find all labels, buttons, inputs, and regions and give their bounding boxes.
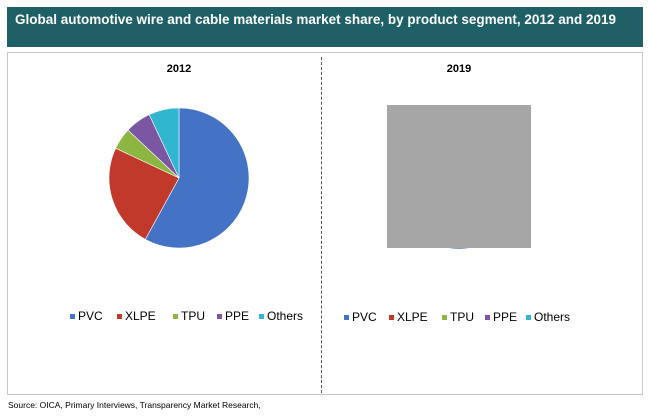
legend-item-others: Others [526,310,570,324]
legend-swatch-tpu [173,313,178,319]
legend-label-ppe: PPE [225,309,250,323]
pie-slice-others [148,107,180,179]
title-bar: Global automotive wire and cable materia… [7,7,643,47]
legend-item-tpu: TPU [173,309,205,323]
pie-slice-pvc [144,107,250,249]
legend-swatch-tpu [442,314,447,320]
legend-item-xlpe: XLPE [389,310,428,324]
legend-label-xlpe: XLPE [125,309,156,323]
legend-swatch-pvc [70,313,75,319]
pie-slice-xlpe [108,147,180,240]
legend-item-ppe: PPE [217,309,249,323]
legend-label-xlpe: XLPE [397,310,428,324]
legend-item-others: Others [259,309,303,323]
legend-label-pvc: PVC [78,309,103,323]
legend-swatch-xlpe [389,314,394,320]
legend-label-ppe: PPE [493,310,518,324]
pie-title-2019: 2019 [446,63,472,75]
legend-label-pvc: PVC [352,310,377,324]
legend-swatch-pvc [344,314,349,320]
legend-swatch-others [526,314,531,320]
legend-label-others: Others [267,309,304,323]
legend-2012: PVC XLPE TPU PPE Others [70,309,320,325]
panel-divider [321,57,322,393]
legend-swatch-ppe [217,313,222,319]
source-note: Source: OICA, Primary Interviews, Transp… [8,400,261,410]
legend-label-tpu: TPU [181,309,205,323]
legend-2019: PVC XLPE TPU PPE Others [344,310,594,326]
legend-label-others: Others [534,310,571,324]
legend-label-tpu: TPU [450,310,474,324]
legend-item-pvc: PVC [344,310,377,324]
legend-item-tpu: TPU [442,310,474,324]
image-placeholder [387,105,531,248]
pie-title-2012: 2012 [166,63,192,75]
legend-swatch-xlpe [117,313,122,319]
chart-frame [7,52,643,395]
legend-item-xlpe: XLPE [117,309,156,323]
legend-swatch-others [259,313,264,319]
legend-item-pvc: PVC [70,309,103,323]
legend-swatch-ppe [485,314,490,320]
legend-item-ppe: PPE [485,310,517,324]
pie-chart-2012 [108,107,250,249]
chart-main-title: Global automotive wire and cable materia… [15,12,616,27]
